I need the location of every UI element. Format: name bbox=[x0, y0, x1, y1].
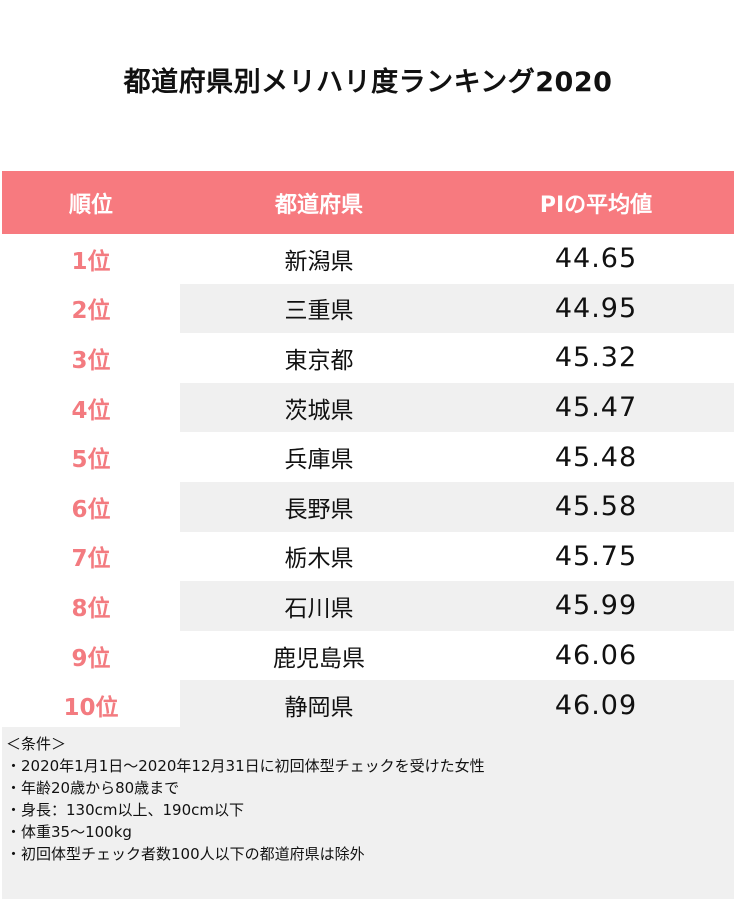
prefecture-cell: 新潟県 bbox=[284, 248, 354, 275]
rank-cell: 6位 bbox=[71, 496, 111, 523]
prefecture-cell: 鹿児島県 bbox=[273, 645, 365, 672]
value-cell: 44.95 bbox=[554, 292, 638, 324]
value-cell: 45.48 bbox=[554, 441, 638, 473]
table-row: 7位 栃木県 45.75 bbox=[2, 532, 734, 582]
condition-item: ・2020年1月1日～2020年12月31日に初回体型チェックを受けた女性 bbox=[6, 757, 485, 775]
header-rank: 順位 bbox=[68, 192, 113, 218]
table-row: 9位 鹿児島県 46.06 bbox=[2, 631, 734, 681]
value-cell: 46.09 bbox=[554, 689, 638, 721]
rank-cell: 2位 bbox=[71, 298, 111, 325]
table-row: 1位 新潟県 44.65 bbox=[2, 234, 734, 284]
rank-cell: 5位 bbox=[71, 447, 111, 474]
header-value: PIの平均値 bbox=[539, 192, 653, 218]
page-title: 都道府県別メリハリ度ランキング2020 bbox=[123, 67, 613, 98]
rank-cell: 3位 bbox=[71, 347, 111, 374]
value-cell: 45.99 bbox=[554, 590, 638, 622]
table-row: 8位 石川県 45.99 bbox=[2, 581, 734, 631]
value-cell: 45.47 bbox=[554, 392, 638, 424]
table-row: 4位 茨城県 45.47 bbox=[2, 382, 734, 433]
prefecture-cell: 長野県 bbox=[284, 496, 354, 523]
rank-cell: 1位 bbox=[71, 248, 111, 275]
table-row: 6位 長野県 45.58 bbox=[2, 481, 734, 532]
prefecture-cell: 静岡県 bbox=[284, 695, 354, 722]
prefecture-cell: 兵庫県 bbox=[284, 447, 354, 474]
table-row: 10位 静岡県 46.09 bbox=[2, 680, 734, 730]
value-cell: 44.65 bbox=[554, 243, 638, 275]
rank-cell: 4位 bbox=[71, 397, 111, 424]
table-row: 5位 兵庫県 45.48 bbox=[2, 432, 734, 482]
condition-item: ・身長：130cm以上、190cm以下 bbox=[6, 801, 244, 819]
header-prefecture: 都道府県 bbox=[274, 192, 363, 218]
value-cell: 46.06 bbox=[554, 640, 638, 672]
ranking-table: 順位 都道府県 PIの平均値 1位 新潟県 44.65 2位 三重県 44.95… bbox=[2, 171, 734, 730]
prefecture-cell: 三重県 bbox=[284, 298, 354, 325]
rank-cell: 9位 bbox=[71, 645, 111, 672]
rank-cell: 10位 bbox=[63, 695, 119, 722]
condition-item: ・体重35～100kg bbox=[6, 823, 132, 841]
rank-cell: 7位 bbox=[71, 546, 111, 573]
condition-item: ・年齢20歳から80歳まで bbox=[6, 779, 180, 797]
prefecture-cell: 茨城県 bbox=[284, 397, 354, 424]
condition-item: ・初回体型チェック者数100人以下の都道府県は除外 bbox=[6, 845, 365, 863]
table-row: 2位 三重県 44.95 bbox=[2, 283, 734, 334]
value-cell: 45.58 bbox=[554, 491, 638, 523]
value-cell: 45.75 bbox=[554, 540, 638, 572]
conditions-notes: ＜条件＞ ・2020年1月1日～2020年12月31日に初回体型チェックを受けた… bbox=[2, 727, 734, 899]
table-row: 3位 東京都 45.32 bbox=[2, 333, 734, 383]
prefecture-cell: 東京都 bbox=[284, 347, 354, 374]
conditions-heading: ＜条件＞ bbox=[6, 735, 67, 753]
prefecture-cell: 栃木県 bbox=[284, 546, 354, 573]
prefecture-cell: 石川県 bbox=[284, 595, 354, 622]
rank-cell: 8位 bbox=[71, 595, 111, 622]
table-header: 順位 都道府県 PIの平均値 bbox=[2, 171, 734, 234]
value-cell: 45.32 bbox=[554, 342, 638, 374]
